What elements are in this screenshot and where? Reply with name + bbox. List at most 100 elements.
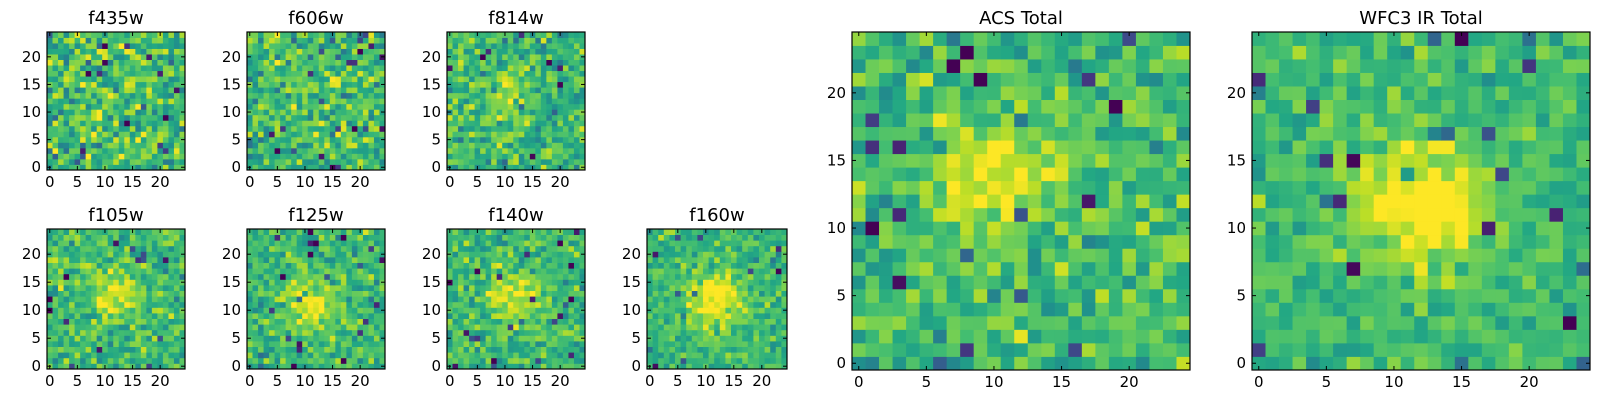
heatmap-cell	[151, 43, 158, 49]
heatmap-cell	[452, 285, 459, 291]
heatmap-cell	[775, 301, 782, 308]
heatmap-cell	[113, 313, 120, 319]
heatmap-cell	[708, 262, 715, 269]
heatmap-cell	[113, 136, 120, 143]
heatmap-cell	[458, 268, 464, 275]
heatmap-cell	[69, 131, 75, 138]
heatmap-cell	[697, 329, 704, 336]
heatmap-cell	[865, 329, 880, 344]
heatmap-cell	[173, 103, 180, 110]
heatmap-cell	[513, 131, 520, 138]
heatmap-cell	[973, 207, 988, 222]
heatmap-cell	[669, 301, 676, 308]
heatmap-cell	[1027, 261, 1042, 276]
heatmap-cell	[335, 32, 342, 38]
heatmap-cell	[118, 273, 125, 280]
heatmap-cell	[524, 147, 531, 154]
heatmap-cell	[135, 329, 142, 336]
heatmap-cell	[140, 301, 147, 308]
heatmap-cell	[274, 76, 281, 83]
heatmap-cell	[719, 346, 726, 353]
heatmap-cell	[52, 87, 59, 94]
heatmap-cell	[463, 131, 470, 138]
heatmap-cell	[129, 290, 136, 297]
heatmap-cell	[324, 234, 331, 241]
heatmap-cell	[658, 329, 665, 336]
heatmap-cell	[480, 357, 487, 364]
heatmap-cell	[1014, 315, 1029, 330]
heatmap-cell	[507, 245, 514, 252]
heatmap-cell	[579, 103, 586, 110]
heatmap-cell	[157, 268, 164, 275]
heatmap-cell	[452, 324, 459, 331]
heatmap-cell	[1068, 288, 1083, 303]
heatmap-cell	[162, 37, 169, 44]
heatmap-cell	[258, 120, 264, 127]
heatmap-cell	[933, 356, 948, 371]
heatmap-cell	[351, 54, 358, 60]
heatmap-cell	[252, 114, 259, 121]
heatmap-cell	[579, 153, 586, 160]
heatmap-cell	[447, 257, 453, 263]
heatmap-cell	[329, 48, 336, 55]
heatmap-cell	[458, 346, 464, 353]
heatmap-cell	[865, 275, 880, 290]
heatmap-cell	[85, 120, 92, 127]
heatmap-cell	[85, 240, 92, 247]
heatmap-cell	[252, 290, 259, 297]
heatmap-cell	[562, 363, 569, 370]
heatmap-cell	[463, 313, 470, 319]
heatmap-cell	[759, 346, 765, 353]
heatmap-cell	[346, 245, 353, 252]
heatmap-cell	[58, 341, 64, 347]
heatmap-cell	[85, 147, 92, 154]
heatmap-cell	[731, 257, 737, 263]
heatmap-cell	[469, 92, 475, 99]
heatmap-cell	[496, 120, 503, 127]
heatmap-cell	[524, 234, 531, 241]
heatmap-cell	[129, 153, 136, 160]
heatmap-cell	[269, 131, 275, 138]
heatmap-cell	[675, 329, 681, 336]
heatmap-cell	[113, 37, 120, 44]
heatmap-cell	[507, 37, 514, 44]
heatmap-cell	[252, 352, 259, 359]
heatmap-cell	[474, 87, 481, 94]
heatmap-cell	[269, 98, 275, 105]
heatmap-cell	[781, 240, 788, 247]
heatmap-cell	[652, 245, 659, 252]
heatmap-cell	[480, 268, 487, 275]
heatmap-cell	[987, 315, 1002, 330]
heatmap-cell	[129, 318, 136, 325]
heatmap-cell	[987, 207, 1002, 222]
heatmap-cell	[485, 136, 492, 143]
heatmap-cell	[675, 324, 681, 331]
heatmap-cell	[742, 329, 749, 336]
heatmap-cell	[753, 262, 760, 269]
heatmap-cell	[307, 324, 314, 331]
heatmap-cell	[775, 290, 782, 297]
heatmap-cell	[529, 142, 536, 149]
heatmap-cell	[168, 363, 175, 370]
heatmap-cell	[107, 125, 114, 132]
heatmap-cell	[573, 98, 580, 105]
heatmap-cell	[329, 290, 336, 297]
heatmap-cell	[373, 240, 380, 247]
heatmap-cell	[535, 363, 542, 370]
heatmap-cell	[179, 352, 186, 359]
heatmap-cell	[551, 257, 558, 263]
heatmap-cell	[1041, 248, 1056, 263]
heatmap-cell	[658, 285, 665, 291]
heatmap-cell	[340, 59, 347, 66]
heatmap-cell	[373, 136, 380, 143]
heatmap-cell	[168, 352, 175, 359]
heatmap-cell	[252, 307, 259, 314]
heatmap-cell	[107, 245, 114, 252]
heatmap-cell	[335, 125, 342, 132]
heatmap-cell	[269, 290, 275, 297]
heatmap-cell	[691, 251, 698, 258]
heatmap-cell	[573, 120, 580, 127]
heatmap-cell	[124, 153, 131, 160]
heatmap-cell	[987, 248, 1002, 263]
heatmap-cell	[458, 279, 464, 286]
